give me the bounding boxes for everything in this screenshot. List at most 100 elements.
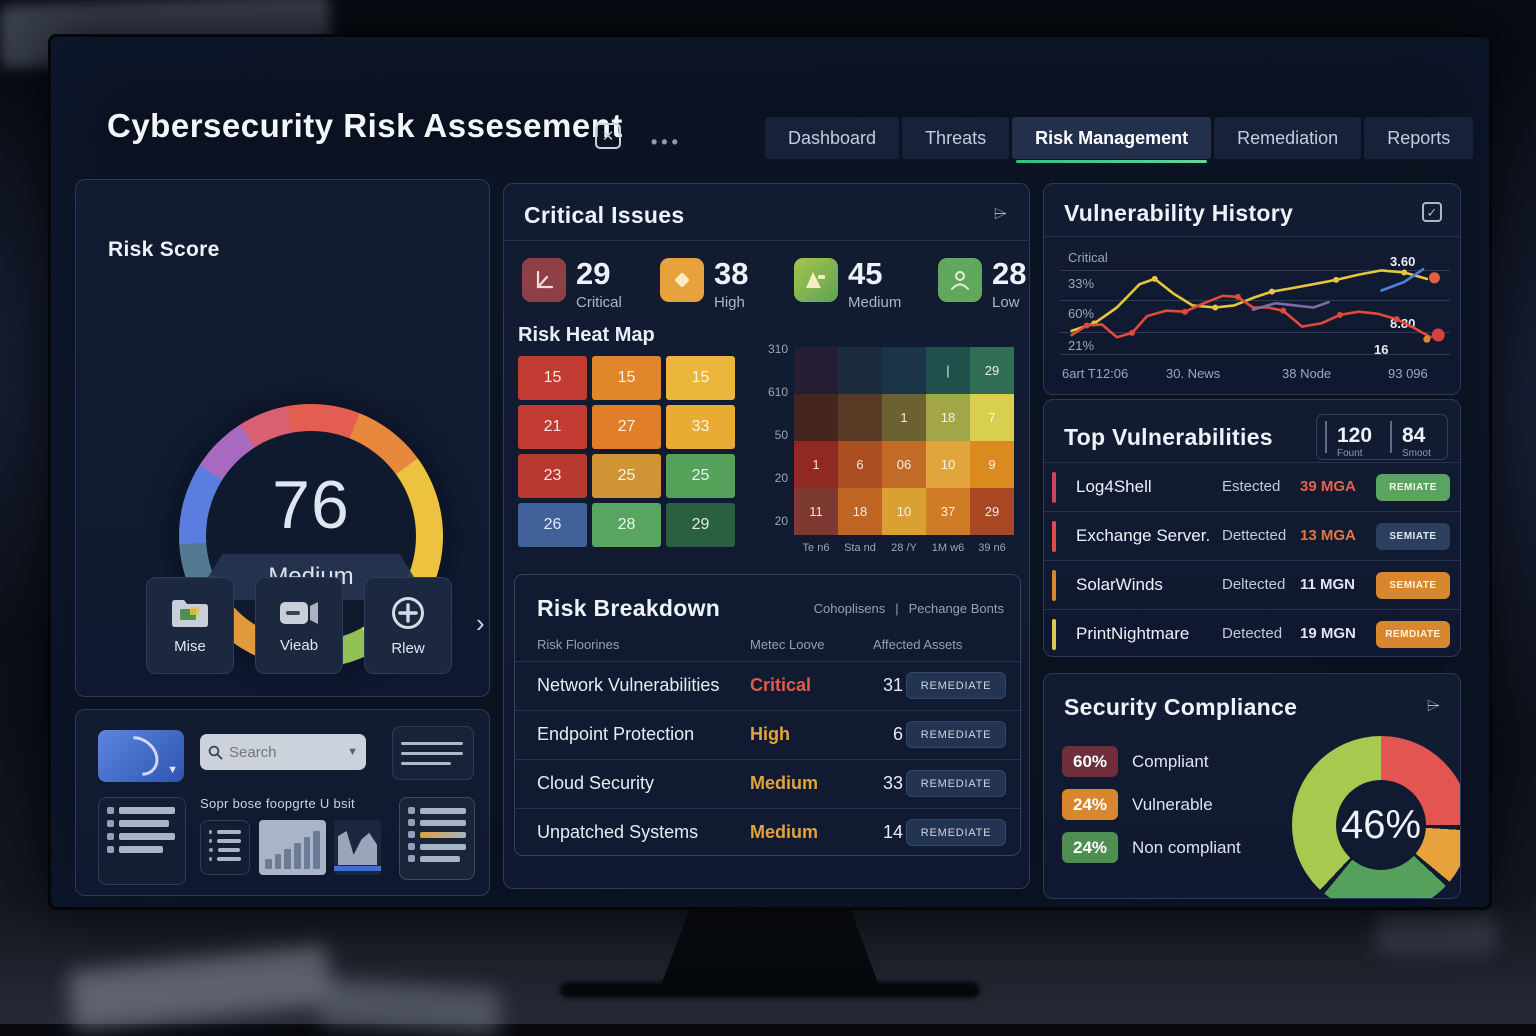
tab-remediation[interactable]: Remediation — [1214, 117, 1361, 159]
blurred-desk-item — [1376, 914, 1496, 954]
small-list-tile[interactable] — [200, 820, 250, 875]
severity-bar — [1052, 521, 1056, 552]
checklist-tile[interactable] — [98, 797, 186, 885]
bar-chart-tile[interactable] — [259, 820, 326, 875]
stat-label: Low — [992, 294, 1026, 311]
heatmap-cell: 29 — [970, 488, 1014, 535]
heatmap-cell: 33 — [666, 405, 735, 449]
vulnerability-history-chart — [1056, 242, 1450, 362]
high-trend-line — [1072, 270, 1427, 330]
heatmap-cell — [838, 347, 882, 394]
heatmap-cell: 15 — [666, 356, 735, 400]
search-box[interactable]: ▼ — [200, 734, 366, 770]
chevron-right-icon[interactable]: › — [476, 608, 485, 639]
remediate-button[interactable]: SEMIATE — [1376, 572, 1450, 599]
end-dot — [1432, 329, 1445, 342]
remediate-button[interactable]: REMDIATE — [1376, 621, 1450, 648]
risk-breakdown-title: Risk Breakdown — [537, 595, 720, 622]
nav-tabs: Dashboard Threats Risk Management Remedi… — [765, 117, 1473, 159]
severity-bar — [1052, 570, 1056, 601]
breakdown-link-2[interactable]: Pechange Bonts — [909, 601, 1004, 616]
x-tick: 30. News — [1166, 366, 1220, 381]
heatmap-cell: 23 — [518, 454, 587, 498]
affected-assets: 14 — [855, 822, 903, 843]
vulnerability-history-title: Vulnerability History — [1064, 200, 1293, 227]
vuln-age: 39 MGA — [1300, 478, 1356, 495]
affected-assets: 33 — [855, 773, 903, 794]
column-header: Metec Loove — [750, 637, 824, 652]
tab-threats[interactable]: Threats — [902, 117, 1009, 159]
stat-low: 28 Low — [938, 258, 1026, 311]
affected-assets: 31 — [855, 675, 903, 696]
ellipsis-icon[interactable]: ••• — [651, 132, 682, 153]
heatmap-cell: 18 — [838, 488, 882, 535]
y-tick: 20 — [756, 471, 788, 485]
vuln-status: Estected — [1222, 478, 1280, 495]
shortcut-label: Mise — [174, 638, 206, 655]
y-tick: 20 — [756, 514, 788, 528]
vuln-stats-box: 120 Fount 84 Smoot — [1316, 414, 1448, 460]
data-point-marker — [1337, 312, 1343, 318]
tab-dashboard[interactable]: Dashboard — [765, 117, 899, 159]
x-tick: 38 Node — [1282, 366, 1331, 381]
checkbox-icon[interactable]: ✓ — [1422, 202, 1442, 222]
shortcut-rlew[interactable]: Rlew — [364, 577, 452, 674]
folder-icon — [170, 597, 210, 629]
legend-label: Non compliant — [1132, 838, 1241, 858]
shortcut-label: Vieab — [280, 637, 318, 654]
shortcut-vieab[interactable]: Vieab — [255, 577, 343, 674]
video-camera-icon — [278, 598, 320, 628]
heatmap-cell: 25 — [666, 454, 735, 498]
share-arrow-icon[interactable]: ⌲ — [1427, 696, 1440, 716]
stat-value: 45 — [848, 258, 901, 289]
stat-label: Smoot — [1402, 448, 1447, 459]
heatmap-cell: 29 — [970, 347, 1014, 394]
heatmap-cell: 11 — [794, 488, 838, 535]
search-input[interactable] — [229, 744, 329, 761]
heatmap-cell: 06 — [882, 441, 926, 488]
vuln-age: 19 MGN — [1300, 625, 1356, 642]
remediate-button[interactable]: SEMIATE — [1376, 523, 1450, 550]
list-tile[interactable] — [392, 726, 474, 780]
security-compliance-panel: Security Compliance ⌲ 60% Compliant 24% … — [1043, 673, 1461, 899]
severity-stats: 29 Critical 38 High 45 — [522, 258, 1026, 311]
y-tick: 610 — [756, 385, 788, 399]
mail-tile[interactable]: ▼ — [98, 730, 184, 782]
remediate-button[interactable]: REMEDIATE — [906, 672, 1006, 699]
quick-panel-caption: Sopr bose foopgrte U bsit — [200, 796, 355, 811]
risk-factor: Cloud Security — [537, 773, 654, 794]
remediate-button[interactable]: REMEDIATE — [906, 721, 1006, 748]
area-chart-tile[interactable] — [334, 820, 381, 875]
heatmap-cell: 21 — [518, 405, 587, 449]
tab-reports[interactable]: Reports — [1364, 117, 1473, 159]
end-dot — [1429, 272, 1440, 283]
remediate-button[interactable]: REMEDIATE — [906, 819, 1006, 846]
stat-value: 29 — [576, 258, 622, 289]
risk-level: Medium — [750, 822, 818, 843]
data-point-marker — [1401, 270, 1407, 276]
shortcut-mise[interactable]: Mise — [146, 577, 234, 674]
vuln-stat: 120 Fount — [1325, 421, 1382, 453]
heatmap-cell: 15 — [518, 356, 587, 400]
tab-risk-management[interactable]: Risk Management — [1012, 117, 1211, 159]
x-tick: 28 /Y — [882, 542, 926, 554]
remediate-button[interactable]: REMEDIATE — [906, 770, 1006, 797]
remediate-button[interactable]: REMIATE — [1376, 474, 1450, 501]
legend-badge: 60% — [1062, 746, 1118, 777]
data-point-marker — [1235, 294, 1241, 300]
data-point-marker — [1084, 323, 1090, 329]
vuln-age: 11 MGN — [1300, 576, 1355, 593]
breakdown-link-1[interactable]: Cohoplisens — [814, 601, 886, 616]
close-box-icon[interactable]: ✕ — [595, 123, 621, 149]
risk-score-value: 76 — [272, 466, 350, 544]
vuln-status: Detected — [1222, 625, 1282, 642]
legend-badge: 24% — [1062, 789, 1118, 820]
end-dot — [1423, 336, 1430, 343]
share-arrow-icon[interactable]: ⌲ — [994, 204, 1007, 224]
vulnerability-row: PrintNightmare Detected 19 MGN REMDIATE — [1044, 609, 1460, 658]
tasks-tile[interactable] — [399, 797, 475, 880]
x-tick: Sta nd — [838, 542, 882, 554]
heatmap-cell: 18 — [926, 394, 970, 441]
monitor-stand — [660, 906, 880, 988]
